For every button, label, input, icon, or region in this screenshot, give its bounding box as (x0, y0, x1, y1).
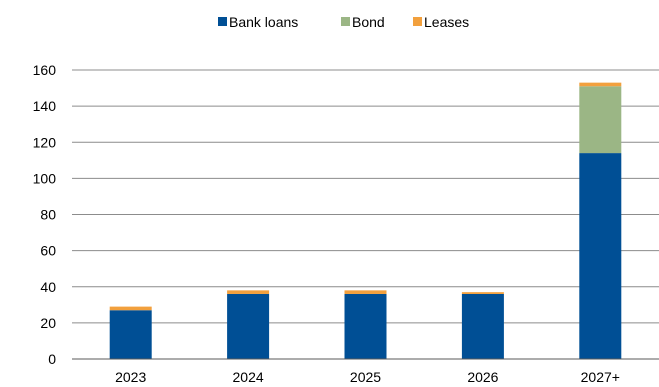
bar-segment-bank-loans (227, 293, 270, 359)
legend-swatch-bank-loans (218, 17, 227, 26)
y-tick-label: 40 (40, 279, 56, 295)
x-tick-label: 2023 (115, 369, 146, 385)
legend-label-bank-loans: Bank loans (229, 14, 298, 30)
x-axis-tick-labels: 2023 2024 2025 2026 2027+ (115, 369, 620, 385)
x-tick-label: 2026 (467, 369, 498, 385)
bar-segment-bank-loans (461, 293, 504, 359)
bar-segment-leases (579, 82, 622, 87)
y-tick-label: 20 (40, 315, 56, 331)
bar-segment-leases (109, 306, 152, 311)
bar-segment-bank-loans (579, 153, 622, 359)
bar-segment-leases (461, 292, 504, 294)
chart-legend: Bank loans Bond Leases (218, 14, 469, 30)
y-tick-label: 0 (48, 351, 56, 367)
y-tick-label: 60 (40, 243, 56, 259)
x-tick-label: 2027+ (581, 369, 620, 385)
y-tick-label: 80 (40, 207, 56, 223)
bar-segment-leases (344, 290, 387, 294)
bar-segment-bank-loans (109, 310, 152, 359)
y-tick-label: 160 (33, 62, 57, 78)
y-gridlines (72, 69, 659, 324)
y-tick-label: 120 (33, 134, 57, 150)
y-tick-label: 140 (33, 98, 57, 114)
bar-segment-bond (579, 86, 622, 154)
legend-swatch-bond (341, 17, 350, 26)
legend-label-bond: Bond (352, 14, 385, 30)
legend-swatch-leases (413, 17, 422, 26)
legend-label-leases: Leases (424, 14, 469, 30)
x-tick-label: 2024 (233, 369, 264, 385)
y-tick-label: 100 (33, 170, 57, 186)
bar-segment-bank-loans (344, 293, 387, 359)
y-axis-tick-labels: 0 20 40 60 80 100 120 140 160 (33, 62, 57, 367)
bar-segment-leases (227, 290, 270, 294)
bar-stacks (109, 82, 622, 359)
x-tick-label: 2025 (350, 369, 381, 385)
